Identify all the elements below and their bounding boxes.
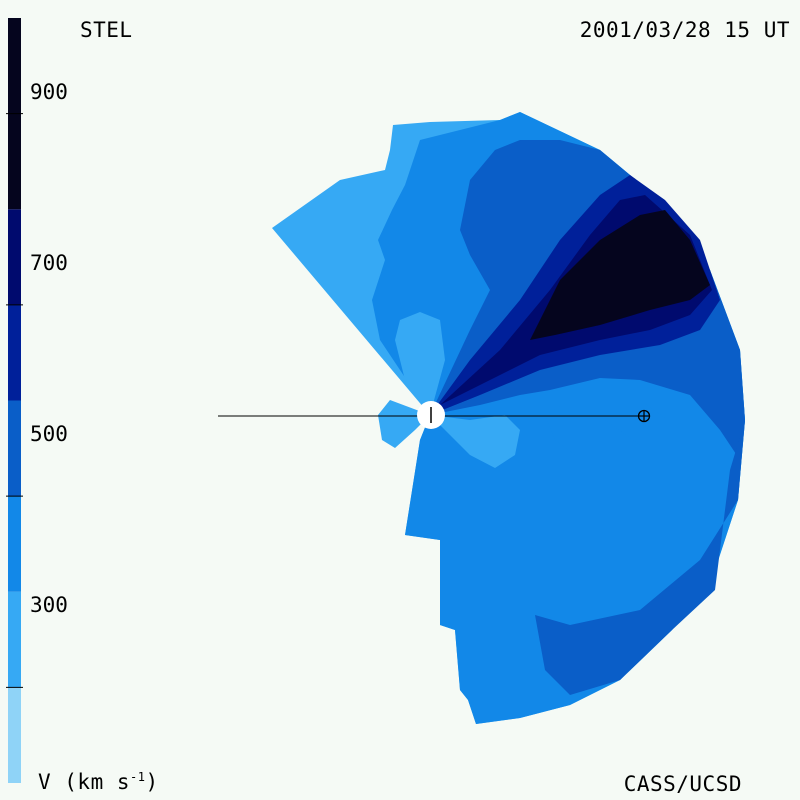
contour-fastest-core — [530, 210, 710, 340]
colorbar-segment — [8, 687, 21, 783]
earth-icon — [637, 409, 651, 423]
contour-fast-lower — [535, 420, 745, 695]
timestamp-label: 2001/03/28 15 UT — [579, 18, 790, 42]
contour-slow-lobe-lower — [430, 415, 520, 468]
velocity-contour-map — [272, 112, 745, 724]
colorbar-tick-label: 300 — [30, 593, 68, 617]
contour-slow-lobe-left — [378, 400, 430, 448]
contour-slow-lobe-upper — [395, 312, 445, 415]
colorbar-segment — [8, 591, 21, 688]
colorbar-tick-label: 900 — [30, 80, 68, 104]
colorbar-segment — [8, 496, 21, 592]
colorbar-tick-label: 500 — [30, 422, 68, 446]
colorbar-unit-label: V (km s-1) — [38, 770, 159, 794]
source-label: STEL — [80, 18, 133, 42]
contour-medium-bump — [545, 400, 665, 455]
colorbar-segment — [8, 400, 21, 497]
colorbar-tick-label: 700 — [30, 251, 68, 275]
colorbar-segment — [8, 209, 21, 305]
credit-label: CASS/UCSD — [623, 772, 742, 796]
sun-icon — [417, 401, 445, 429]
colorbar-segment — [8, 304, 21, 401]
colorbar — [6, 18, 23, 783]
